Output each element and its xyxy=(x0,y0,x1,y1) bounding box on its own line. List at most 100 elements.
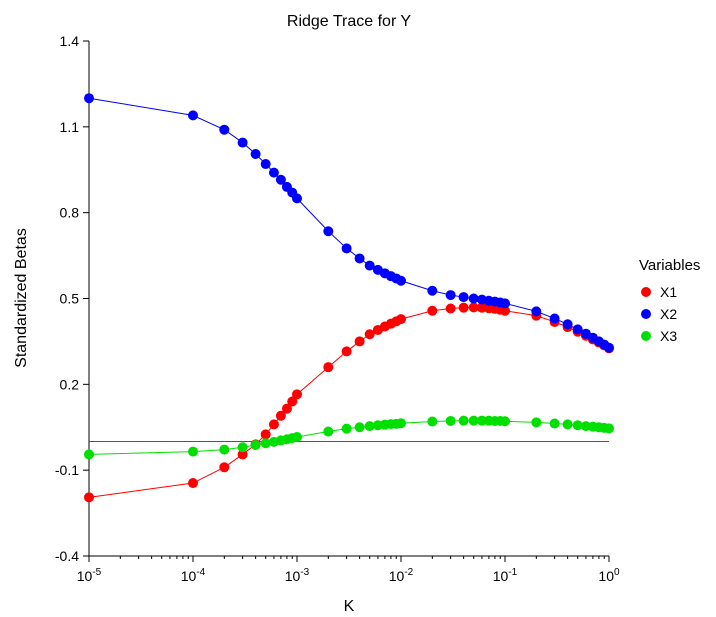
data-point-x2 xyxy=(531,306,542,317)
x-tick-label: 100 xyxy=(598,567,620,584)
data-point-x2 xyxy=(323,226,334,237)
x-tick-label: 10-2 xyxy=(389,567,414,584)
legend-label-x1: X1 xyxy=(660,284,677,300)
plot-area xyxy=(84,93,614,503)
legend-marker-x1 xyxy=(641,287,651,297)
data-point-x3 xyxy=(188,446,198,457)
data-point-x1 xyxy=(281,403,292,414)
data-point-x2 xyxy=(275,174,286,185)
data-point-x3 xyxy=(292,431,302,442)
x-axis-label: K xyxy=(344,598,355,615)
data-point-x2 xyxy=(427,285,438,296)
data-point-x1 xyxy=(287,396,298,407)
data-point-x3 xyxy=(260,438,271,449)
data-point-x2 xyxy=(84,93,94,104)
data-point-x1 xyxy=(292,389,302,400)
y-tick-label: 0.8 xyxy=(60,205,80,221)
data-point-x2 xyxy=(219,124,230,135)
data-point-x2 xyxy=(237,137,248,148)
x-tick-base: 10 xyxy=(77,568,93,584)
data-point-x3 xyxy=(364,421,375,432)
data-point-x3 xyxy=(458,415,469,426)
data-point-x2 xyxy=(445,290,456,301)
x-tick-base: 10 xyxy=(598,568,614,584)
axes xyxy=(88,41,609,557)
x-tick-exponent: -2 xyxy=(404,567,413,578)
data-point-x3 xyxy=(549,418,560,429)
series-line-x1 xyxy=(88,306,610,498)
data-point-x2 xyxy=(354,253,365,264)
y-tick-label: 0.5 xyxy=(60,291,80,307)
data-point-x3 xyxy=(237,442,248,453)
data-point-x3 xyxy=(604,423,614,434)
y-tick-label: 0.2 xyxy=(60,376,80,392)
data-point-x1 xyxy=(364,329,375,340)
x-tick-base: 10 xyxy=(181,568,197,584)
data-point-x1 xyxy=(188,478,198,489)
data-point-x1 xyxy=(237,449,248,460)
data-point-x3 xyxy=(219,444,230,455)
chart-title: Ridge Trace for Y xyxy=(287,13,412,30)
data-point-x1 xyxy=(219,462,230,473)
data-point-x2 xyxy=(396,275,406,286)
data-point-x1 xyxy=(323,362,334,373)
x-tick-base: 10 xyxy=(285,568,301,584)
data-point-x1 xyxy=(268,419,279,430)
data-point-x2 xyxy=(268,167,279,178)
x-tick-base: 10 xyxy=(493,568,509,584)
data-point-x2 xyxy=(500,298,510,309)
x-tick-label: 10-5 xyxy=(77,567,102,584)
series-line-x2 xyxy=(88,97,610,349)
data-point-x1 xyxy=(500,305,510,316)
data-point-x2 xyxy=(562,319,573,330)
y-tick-label: -0.4 xyxy=(55,548,79,564)
data-point-x3 xyxy=(562,419,573,430)
data-point-x3 xyxy=(531,417,542,428)
y-axis-label: Standardized Betas xyxy=(13,228,30,368)
x-tick-exponent: 0 xyxy=(614,567,620,578)
data-point-x2 xyxy=(188,110,198,121)
y-tick-label: 1.1 xyxy=(60,119,80,135)
x-tick-label: 10-3 xyxy=(285,567,310,584)
data-point-x3 xyxy=(500,416,510,427)
x-tick-base: 10 xyxy=(389,568,405,584)
data-point-x1 xyxy=(84,492,94,503)
data-point-x2 xyxy=(250,149,261,160)
data-point-x3 xyxy=(468,415,479,426)
data-point-x3 xyxy=(476,415,487,426)
y-ticks: -0.4 -0.1 0.2 0.5 0.8 1.1 1.4 xyxy=(55,33,89,564)
legend-title: Variables xyxy=(639,257,700,274)
x-tick-exponent: -1 xyxy=(508,567,517,578)
data-point-x1 xyxy=(468,302,479,313)
data-point-x3 xyxy=(427,416,438,427)
x-ticks: 10-5 10-4 10-3 10-2 10-1 100 xyxy=(77,556,620,584)
data-point-x3 xyxy=(84,449,94,460)
data-point-x1 xyxy=(445,303,456,314)
data-point-x3 xyxy=(250,439,261,450)
legend-label-x3: X3 xyxy=(660,328,677,344)
y-tick-label: 1.4 xyxy=(60,33,80,49)
data-point-x2 xyxy=(260,159,271,170)
y-tick-label: -0.1 xyxy=(55,462,79,478)
legend-marker-x3 xyxy=(641,331,651,341)
data-point-x3 xyxy=(341,423,352,434)
data-point-x1 xyxy=(275,410,286,421)
data-point-x1 xyxy=(341,346,352,357)
x-tick-exponent: -3 xyxy=(300,567,309,578)
x-tick-label: 10-1 xyxy=(493,567,518,584)
data-point-x1 xyxy=(396,314,406,325)
data-point-x2 xyxy=(604,342,614,353)
x-tick-exponent: -4 xyxy=(196,567,205,578)
data-point-x2 xyxy=(468,293,479,304)
legend: Variables X1 X2 X3 xyxy=(639,257,700,344)
data-point-x3 xyxy=(323,426,334,437)
data-point-x1 xyxy=(458,302,469,313)
data-point-x2 xyxy=(292,193,302,204)
legend-marker-x2 xyxy=(641,309,651,319)
x-tick-exponent: -5 xyxy=(92,567,101,578)
data-point-x3 xyxy=(445,415,456,426)
data-point-x1 xyxy=(427,305,438,316)
data-point-x2 xyxy=(572,324,583,335)
data-point-x2 xyxy=(458,292,469,303)
